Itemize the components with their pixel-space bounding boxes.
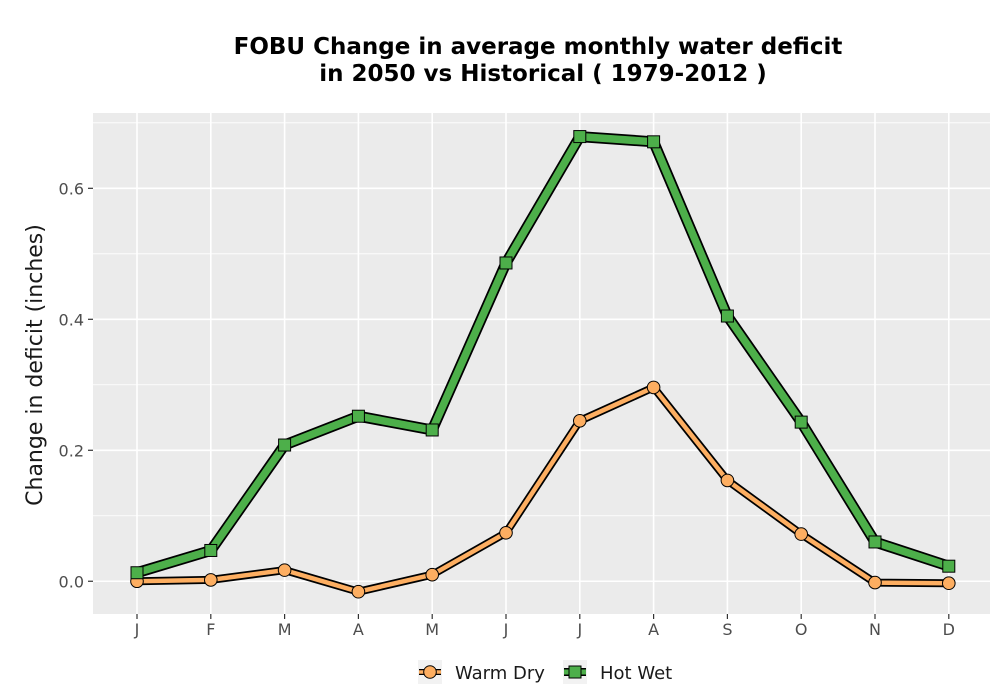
- x-tick-label: N: [869, 620, 881, 639]
- x-tick-label: J: [503, 620, 509, 639]
- series-hot-wet: [130, 130, 956, 580]
- y-tick-label: 0.6: [59, 179, 84, 198]
- data-point: [573, 414, 587, 428]
- grid-major: [93, 113, 990, 614]
- data-point: [573, 130, 587, 144]
- x-tick-label: A: [648, 620, 659, 639]
- data-point: [351, 409, 365, 423]
- data-point: [794, 415, 808, 429]
- data-point: [942, 559, 956, 573]
- data-point: [130, 566, 144, 580]
- data-point: [425, 567, 440, 582]
- legend-item: Warm Dry: [418, 660, 545, 684]
- y-tick-label: 0.4: [59, 310, 84, 329]
- legend-label: Hot Wet: [600, 663, 672, 684]
- data-point: [868, 535, 882, 549]
- series-warm-dry: [130, 380, 956, 599]
- legend-key-marker: [423, 665, 437, 679]
- data-point: [720, 473, 735, 488]
- legend-label: Warm Dry: [455, 663, 545, 684]
- data-point: [278, 438, 292, 452]
- data-point: [646, 380, 661, 395]
- data-point: [277, 563, 292, 577]
- y-axis-label: Change in deficit (inches): [23, 224, 48, 506]
- data-point: [425, 423, 439, 437]
- data-point: [868, 575, 882, 590]
- x-tick-label: F: [206, 620, 215, 639]
- x-tick-label: A: [353, 620, 364, 639]
- x-tick-label: S: [722, 620, 732, 639]
- x-tick-label: M: [278, 620, 292, 639]
- data-point: [499, 525, 513, 540]
- data-point: [720, 309, 734, 323]
- x-tick-label: M: [425, 620, 439, 639]
- y-axis-ticks: 0.0 0.2 0.4 0.6: [59, 179, 93, 591]
- series-line: [134, 385, 952, 594]
- series-layer: [130, 130, 956, 599]
- data-point: [794, 527, 809, 541]
- chart-title-line2: in 2050 vs Historical ( 1979-2012 ): [319, 61, 766, 87]
- legend: Warm Dry Hot Wet: [418, 660, 672, 684]
- data-point: [647, 135, 661, 149]
- data-point: [499, 256, 513, 270]
- data-point: [351, 584, 366, 599]
- x-tick-label: O: [795, 620, 808, 639]
- data-point: [942, 576, 956, 591]
- grid-minor: [93, 122, 990, 517]
- series-line: [133, 132, 953, 577]
- y-tick-label: 0.0: [59, 572, 84, 591]
- x-tick-label: J: [576, 620, 582, 639]
- legend-item: Hot Wet: [563, 660, 672, 684]
- y-tick-label: 0.2: [59, 441, 84, 460]
- x-tick-label: J: [134, 620, 140, 639]
- data-point: [204, 543, 218, 557]
- x-tick-label: D: [943, 620, 955, 639]
- legend-key-marker: [568, 665, 582, 679]
- data-point: [204, 573, 218, 587]
- chart-title-line1: FOBU Change in average monthly water def…: [234, 34, 843, 60]
